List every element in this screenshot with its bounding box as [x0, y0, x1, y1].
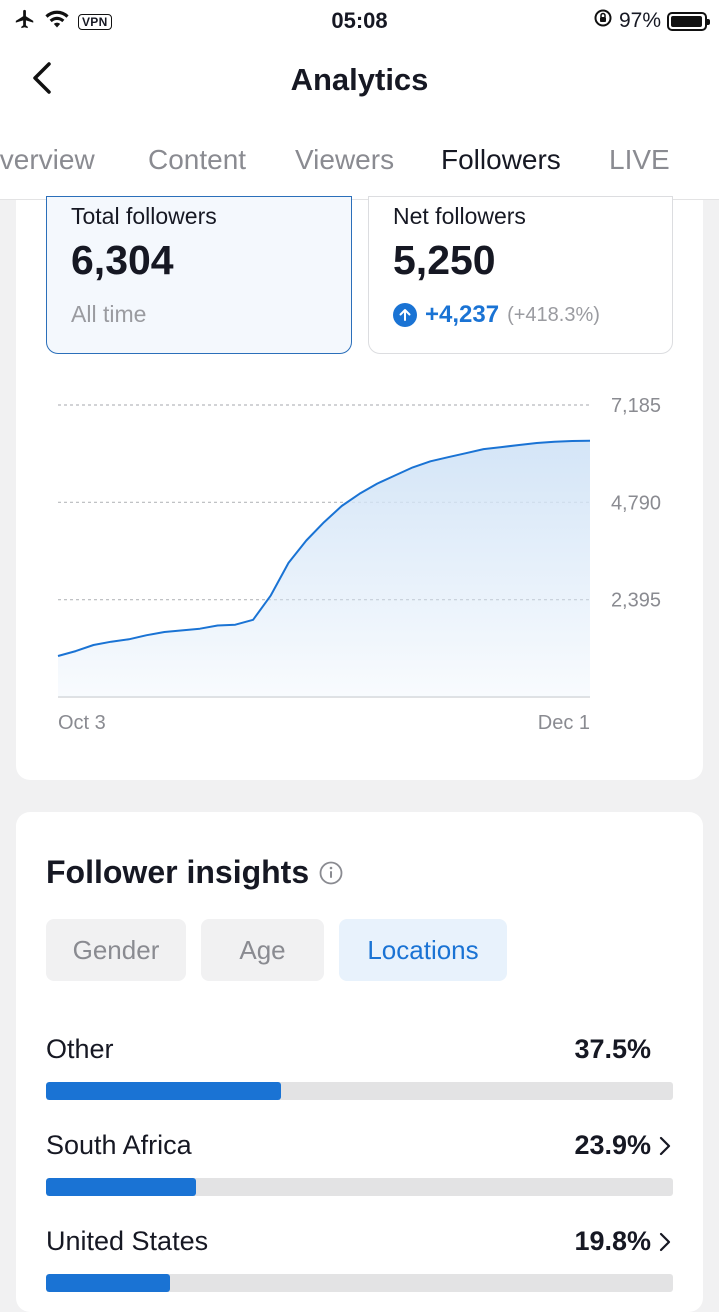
- total-followers-period: All time: [71, 301, 147, 327]
- location-bar-track: [46, 1274, 673, 1292]
- location-percent: 23.9%: [574, 1130, 651, 1160]
- arrow-up-icon: [393, 303, 417, 327]
- vpn-badge: VPN: [78, 13, 112, 30]
- status-left: VPN: [14, 8, 112, 35]
- location-row: Other 37.5%: [46, 1034, 673, 1104]
- tab-live[interactable]: LIVE: [609, 144, 670, 175]
- battery-level: [671, 15, 703, 27]
- status-bar: VPN 05:08 97%: [0, 0, 719, 40]
- location-percent: 19.8%: [574, 1226, 651, 1256]
- followers-chart: 7,185 4,790 2,395 Oct 3 Dec 1: [57, 395, 661, 734]
- y-tick-label: 2,395: [611, 590, 661, 612]
- location-name: Other: [46, 1034, 114, 1064]
- battery-icon: [667, 11, 710, 31]
- pill-gender[interactable]: Gender: [46, 919, 186, 981]
- location-name: United States: [46, 1226, 209, 1256]
- net-followers-label: Net followers: [393, 203, 526, 229]
- location-bar-fill: [46, 1082, 282, 1100]
- status-right: 97%: [593, 8, 710, 34]
- net-followers-value: 5,250: [393, 237, 496, 283]
- y-tick-label: 7,185: [611, 395, 661, 417]
- tab-bar: Overview Content Viewers Followers LIVE: [0, 122, 719, 200]
- y-tick-label: 4,790: [611, 492, 661, 514]
- total-followers-label: Total followers: [71, 203, 217, 229]
- pill-age[interactable]: Age: [201, 919, 324, 981]
- pill-locations[interactable]: Locations: [339, 919, 507, 981]
- net-followers-change: +4,237 (+418.3%): [393, 301, 600, 329]
- net-followers-box[interactable]: Net followers 5,250 +4,237 (+418.3%): [368, 196, 673, 354]
- location-row[interactable]: South Africa 23.9%: [46, 1130, 673, 1200]
- tab-viewers[interactable]: Viewers: [295, 144, 395, 175]
- tab-followers[interactable]: Followers: [441, 144, 561, 175]
- status-time: 05:08: [331, 8, 388, 33]
- net-change-percent: (+418.3%): [507, 303, 600, 326]
- location-bar-track: [46, 1082, 673, 1100]
- wifi-icon: [44, 9, 70, 34]
- airplane-mode-icon: [14, 8, 36, 35]
- total-followers-value: 6,304: [71, 237, 174, 283]
- tab-overview[interactable]: Overview: [0, 144, 95, 175]
- x-tick-label: Oct 3: [58, 712, 106, 734]
- chevron-left-icon: [33, 62, 51, 94]
- location-bar-fill: [46, 1178, 196, 1196]
- location-row[interactable]: United States 19.8%: [46, 1226, 673, 1296]
- follower-insights-card: Follower insights Gender Age Locations O…: [16, 812, 703, 1312]
- location-percent: 37.5%: [574, 1034, 651, 1064]
- page-title: Analytics: [290, 62, 429, 97]
- location-bar-track: [46, 1178, 673, 1196]
- total-followers-box[interactable]: Total followers 6,304 All time: [46, 196, 352, 354]
- chevron-right-icon[interactable]: [657, 1134, 673, 1158]
- orientation-lock-icon: [593, 8, 613, 34]
- back-button[interactable]: [22, 58, 62, 98]
- location-name: South Africa: [46, 1130, 192, 1160]
- battery-percent: 97%: [618, 9, 661, 32]
- insights-heading: Follower insights: [46, 854, 343, 891]
- tab-content[interactable]: Content: [148, 144, 247, 175]
- series-area: [58, 440, 590, 697]
- insights-title: Follower insights: [46, 854, 310, 890]
- series-line: [57, 439, 591, 657]
- nav-bar: Analytics: [0, 40, 719, 122]
- followers-overview-card: Total followers 6,304 All time Net follo…: [16, 196, 703, 780]
- location-bar-fill: [46, 1274, 171, 1292]
- net-change-value: +4,237: [425, 301, 500, 328]
- x-tick-label: Dec 1: [538, 712, 590, 734]
- chevron-right-icon[interactable]: [657, 1230, 673, 1254]
- info-icon[interactable]: [319, 861, 343, 885]
